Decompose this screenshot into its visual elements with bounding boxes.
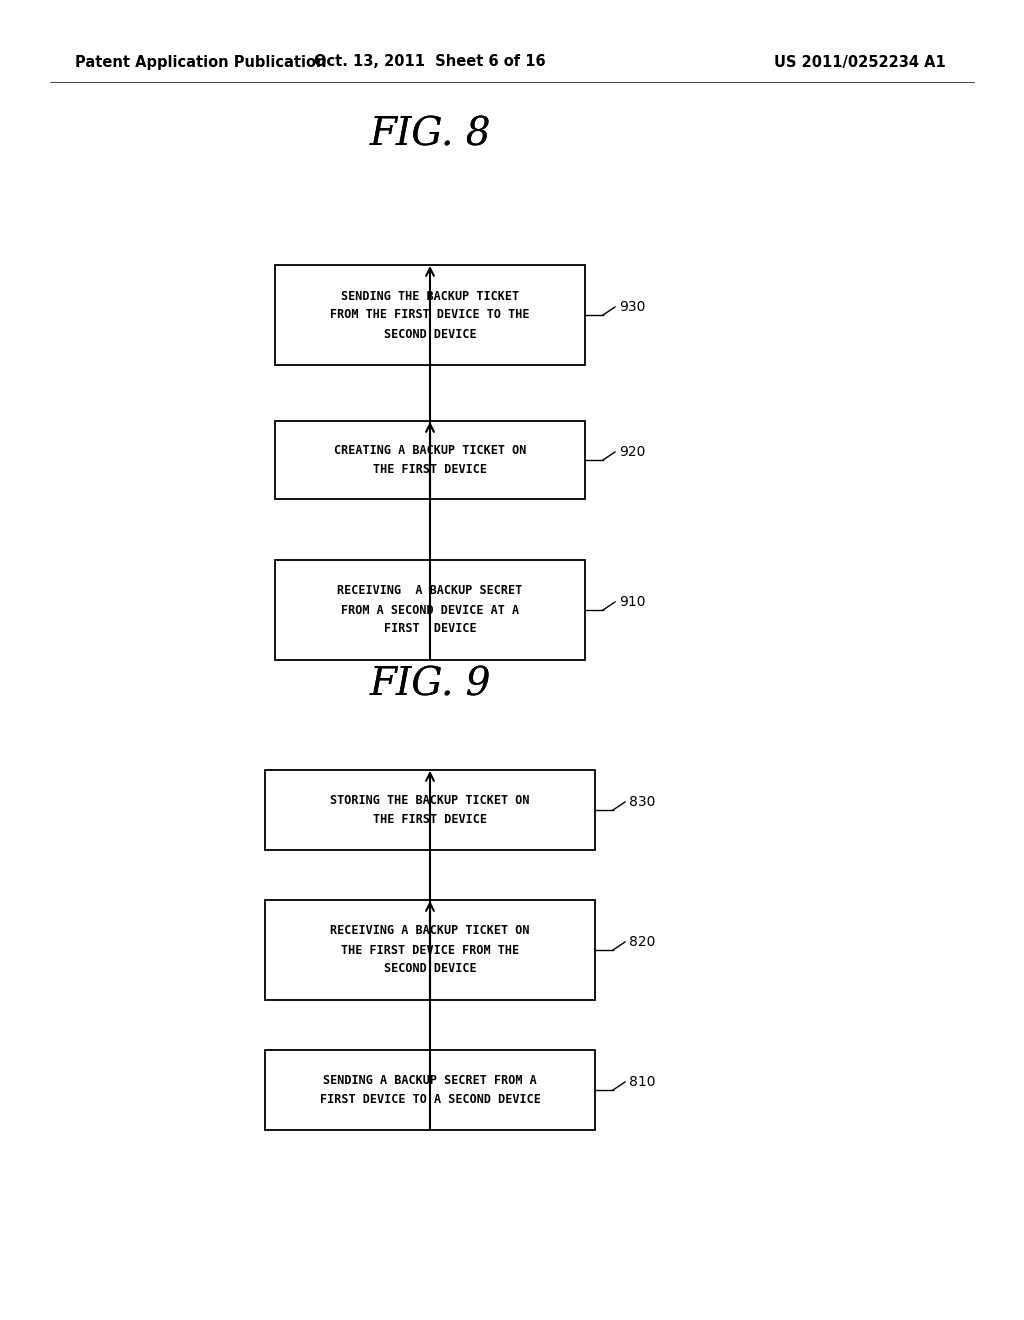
Bar: [275, 265, 585, 366]
Text: FIG. 8: FIG. 8: [370, 116, 490, 153]
Text: 930: 930: [618, 300, 645, 314]
Text: FIG. 9: FIG. 9: [370, 667, 490, 704]
Text: 810: 810: [629, 1074, 655, 1089]
Text: SENDING THE BACKUP TICKET
FROM THE FIRST DEVICE TO THE
SECOND DEVICE: SENDING THE BACKUP TICKET FROM THE FIRST…: [331, 289, 529, 341]
Text: RECEIVING  A BACKUP SECRET
FROM A SECOND DEVICE AT A
FIRST  DEVICE: RECEIVING A BACKUP SECRET FROM A SECOND …: [337, 585, 522, 635]
Bar: [275, 421, 585, 499]
Bar: [275, 560, 585, 660]
Bar: [265, 1049, 595, 1130]
Text: STORING THE BACKUP TICKET ON
THE FIRST DEVICE: STORING THE BACKUP TICKET ON THE FIRST D…: [331, 795, 529, 826]
Text: FIG. 9: FIG. 9: [370, 667, 490, 704]
Bar: [265, 770, 595, 850]
Text: Patent Application Publication: Patent Application Publication: [75, 54, 327, 70]
Text: FIG. 8: FIG. 8: [370, 116, 490, 153]
Text: 920: 920: [618, 445, 645, 459]
Text: Oct. 13, 2011  Sheet 6 of 16: Oct. 13, 2011 Sheet 6 of 16: [314, 54, 546, 70]
Text: US 2011/0252234 A1: US 2011/0252234 A1: [774, 54, 946, 70]
Text: RECEIVING A BACKUP TICKET ON
THE FIRST DEVICE FROM THE
SECOND DEVICE: RECEIVING A BACKUP TICKET ON THE FIRST D…: [331, 924, 529, 975]
Text: SENDING A BACKUP SECRET FROM A
FIRST DEVICE TO A SECOND DEVICE: SENDING A BACKUP SECRET FROM A FIRST DEV…: [319, 1074, 541, 1106]
Text: 820: 820: [629, 935, 655, 949]
Bar: [265, 900, 595, 1001]
Text: CREATING A BACKUP TICKET ON
THE FIRST DEVICE: CREATING A BACKUP TICKET ON THE FIRST DE…: [334, 444, 526, 477]
Text: 830: 830: [629, 795, 655, 809]
Text: 910: 910: [618, 595, 645, 609]
